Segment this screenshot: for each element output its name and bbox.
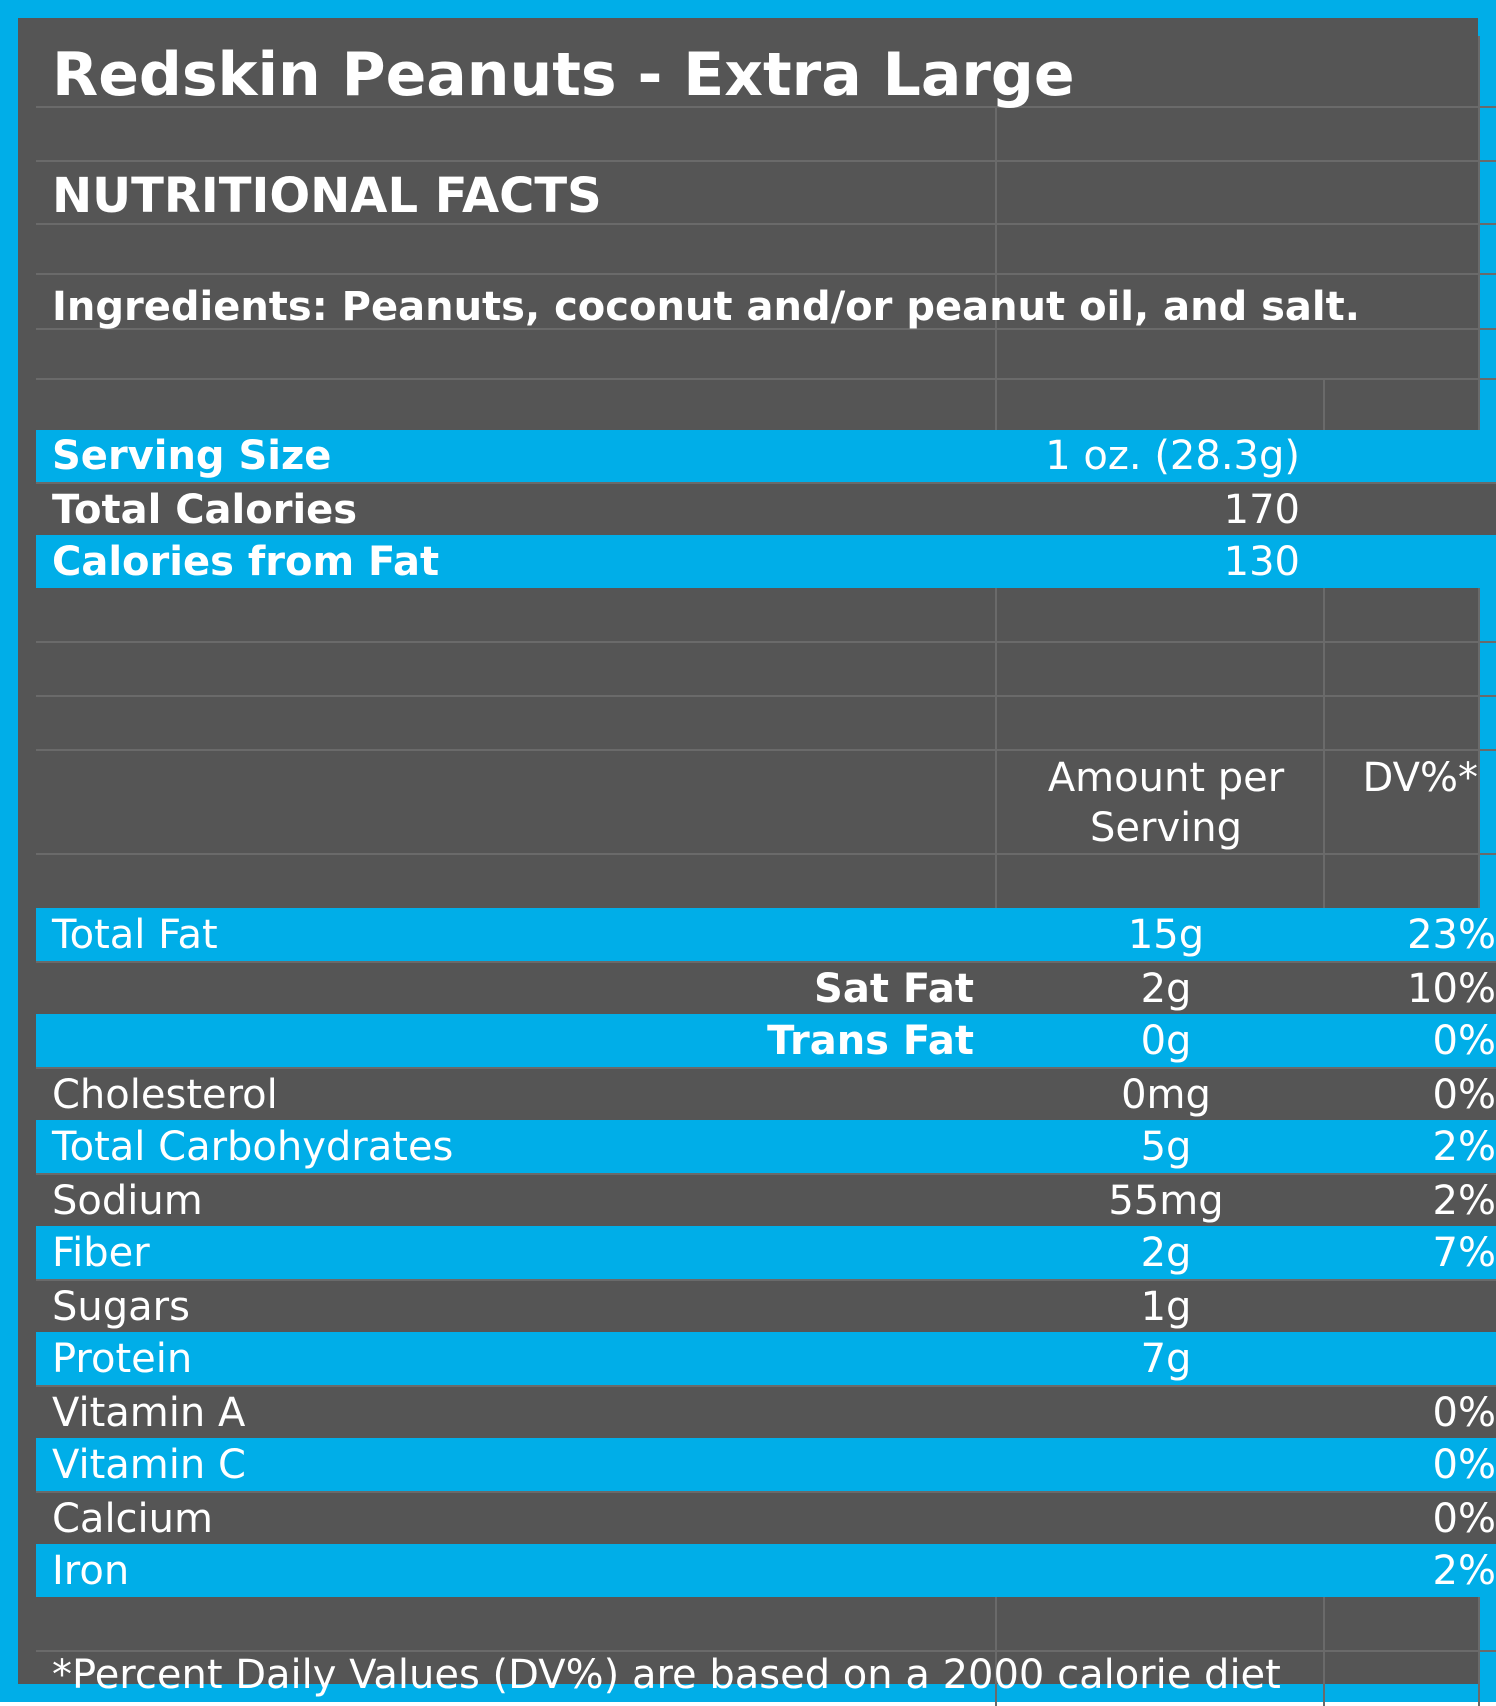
gridline xyxy=(1478,36,1480,1706)
gridline xyxy=(36,749,1496,751)
nutrient-amount: 55mg xyxy=(1108,1177,1224,1224)
nutrient-name: Protein xyxy=(52,1335,193,1382)
nutrient-name: Sugars xyxy=(52,1283,190,1330)
nutrient-name: Sat Fat xyxy=(814,965,974,1012)
summary-value: 1 oz. (28.3g) xyxy=(1045,433,1300,479)
nutrient-row: Sugars 1g xyxy=(36,1279,1496,1332)
nutrient-row: Trans Fat 0g 0% xyxy=(36,1014,1496,1067)
ingredients-text: Ingredients: Peanuts, coconut and/or pea… xyxy=(52,284,1360,330)
nutrient-name: Fiber xyxy=(52,1229,150,1276)
daily-value-footnote: *Percent Daily Values (DV%) are based on… xyxy=(52,1652,1281,1698)
gridline xyxy=(36,853,1496,855)
nutrient-dv: 2% xyxy=(1432,1123,1496,1170)
nutrient-amount: 7g xyxy=(1140,1335,1192,1382)
nutrient-dv: 23% xyxy=(1407,911,1496,958)
nutrient-dv: 2% xyxy=(1432,1177,1496,1224)
nutrient-row: Total Carbohydrates 5g 2% xyxy=(36,1120,1496,1173)
summary-row-total-calories: Total Calories 170 xyxy=(36,482,1496,535)
section-heading: NUTRITIONAL FACTS xyxy=(52,168,602,224)
nutrient-dv: 0% xyxy=(1432,1017,1496,1064)
nutrient-name: Calcium xyxy=(52,1495,213,1542)
nutrient-dv: 10% xyxy=(1407,965,1496,1012)
nutrient-amount: 0mg xyxy=(1121,1071,1211,1118)
nutrient-name: Trans Fat xyxy=(767,1017,974,1064)
nutrient-name: Total Carbohydrates xyxy=(52,1123,454,1170)
gridline xyxy=(36,378,1496,380)
gridline xyxy=(36,695,1496,697)
nutrient-name: Vitamin C xyxy=(52,1441,246,1488)
nutrient-row: Calcium 0% xyxy=(36,1491,1496,1544)
nutrient-row: Cholesterol 0mg 0% xyxy=(36,1067,1496,1120)
summary-label: Serving Size xyxy=(52,433,332,479)
gridline xyxy=(36,273,1496,275)
nutrient-name: Total Fat xyxy=(52,911,218,958)
nutrient-dv: 2% xyxy=(1432,1547,1496,1594)
nutrient-row: Total Fat 15g 23% xyxy=(36,908,1496,961)
gridline xyxy=(36,1650,1496,1652)
nutrient-amount: 5g xyxy=(1140,1123,1192,1170)
nutrient-amount: 1g xyxy=(1140,1283,1192,1330)
nutrient-dv: 7% xyxy=(1432,1229,1496,1276)
nutrient-row: Protein 7g xyxy=(36,1332,1496,1385)
nutrient-row: Fiber 2g 7% xyxy=(36,1226,1496,1279)
summary-value: 170 xyxy=(1223,486,1300,533)
nutrient-name: Sodium xyxy=(52,1177,203,1224)
nutrient-name: Vitamin A xyxy=(52,1389,246,1436)
nutrient-amount: 15g xyxy=(1127,911,1205,958)
nutrient-row: Sat Fat 2g 10% xyxy=(36,961,1496,1014)
nutrient-name: Iron xyxy=(52,1547,130,1594)
nutrient-row: Vitamin A 0% xyxy=(36,1385,1496,1438)
summary-value: 130 xyxy=(1223,538,1300,585)
gridline xyxy=(995,106,997,1706)
nutrient-amount: 0g xyxy=(1140,1017,1192,1064)
nutrient-name: Cholesterol xyxy=(52,1071,278,1118)
product-title: Redskin Peanuts - Extra Large xyxy=(52,40,1075,110)
nutrient-amount: 2g xyxy=(1140,1229,1192,1276)
summary-row-serving-size: Serving Size 1 oz. (28.3g) xyxy=(36,430,1496,482)
gridline xyxy=(36,328,1496,330)
gridline xyxy=(36,160,1496,162)
amount-column-header: Amount per Serving xyxy=(1016,753,1316,853)
nutrient-dv: 0% xyxy=(1432,1441,1496,1488)
nutrient-dv: 0% xyxy=(1432,1495,1496,1542)
gridline xyxy=(36,223,1496,225)
nutrient-row: Vitamin C 0% xyxy=(36,1438,1496,1491)
amount-header-line: Amount per xyxy=(1047,755,1285,801)
nutrient-row: Iron 2% xyxy=(36,1544,1496,1597)
nutrient-amount: 2g xyxy=(1140,965,1192,1012)
nutrient-dv: 0% xyxy=(1432,1389,1496,1436)
gridline xyxy=(36,641,1496,643)
summary-row-calories-from-fat: Calories from Fat 130 xyxy=(36,535,1496,588)
amount-header-line: Serving xyxy=(1090,805,1242,851)
nutrient-row: Sodium 55mg 2% xyxy=(36,1173,1496,1226)
dv-column-header: DV%* xyxy=(1362,755,1478,801)
nutrient-dv: 0% xyxy=(1432,1071,1496,1118)
summary-label: Total Calories xyxy=(52,486,358,533)
gridline xyxy=(36,106,1496,108)
summary-label: Calories from Fat xyxy=(52,538,440,585)
